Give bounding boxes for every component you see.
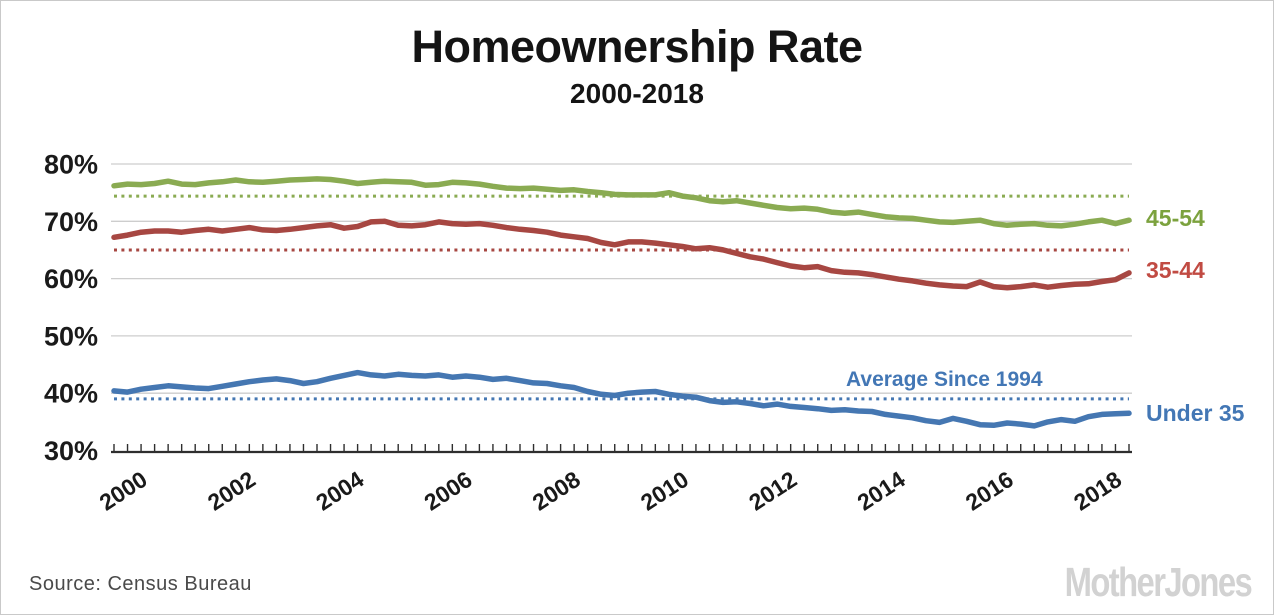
legend-under-35: Under 35 — [1146, 400, 1245, 426]
x-tick-label: 2004 — [311, 466, 368, 516]
chart-title: Homeownership Rate — [411, 21, 863, 72]
x-tick-label: 2012 — [744, 466, 801, 516]
chart-plot-area: 80%70%60%50%40%30% 2000 2002 2004 2006 2008 2… — [44, 150, 1132, 516]
x-tick-label: 2014 — [853, 466, 910, 516]
chart-subtitle: 2000-2018 — [570, 78, 704, 109]
y-tick-label: 40% — [44, 379, 98, 409]
x-tick-label: 2006 — [419, 466, 476, 516]
legend-45-54: 45-54 — [1146, 205, 1205, 231]
reference-dotted-lines — [114, 194, 1129, 401]
average-since-1994-annotation: Average Since 1994 — [846, 368, 1043, 391]
y-tick-label: 70% — [44, 207, 98, 237]
x-tick-label: 2010 — [636, 466, 693, 516]
y-axis-labels: 80% 70% 60% 50% 40% 30% — [44, 150, 98, 467]
y-tick-label: 80% — [44, 150, 98, 180]
series-lines — [111, 176, 1132, 429]
motherjones-logo: MotherJones — [1064, 559, 1252, 605]
y-tick-label: 60% — [44, 264, 98, 294]
x-axis-labels: 2000 2002 2004 2006 2008 2010 2012 2014 2016 2018 — [95, 466, 1127, 516]
x-axis — [111, 444, 1132, 454]
x-tick-label: 2018 — [1069, 466, 1126, 516]
x-tick-label: 2016 — [961, 466, 1018, 516]
x-tick-label: 2002 — [203, 466, 260, 516]
x-tick-label: 2008 — [528, 466, 585, 516]
gridlines — [111, 163, 1132, 394]
series-line-45-54 — [111, 176, 1132, 229]
legend-35-44: 35-44 — [1146, 257, 1205, 283]
y-tick-label: 30% — [44, 436, 98, 466]
y-tick-label: 50% — [44, 321, 98, 351]
source-credit: Source: Census Bureau — [29, 573, 252, 595]
series-line-under-35 — [111, 369, 1132, 429]
x-tick-label: 2000 — [95, 466, 152, 516]
series-line-35-44 — [111, 218, 1132, 291]
